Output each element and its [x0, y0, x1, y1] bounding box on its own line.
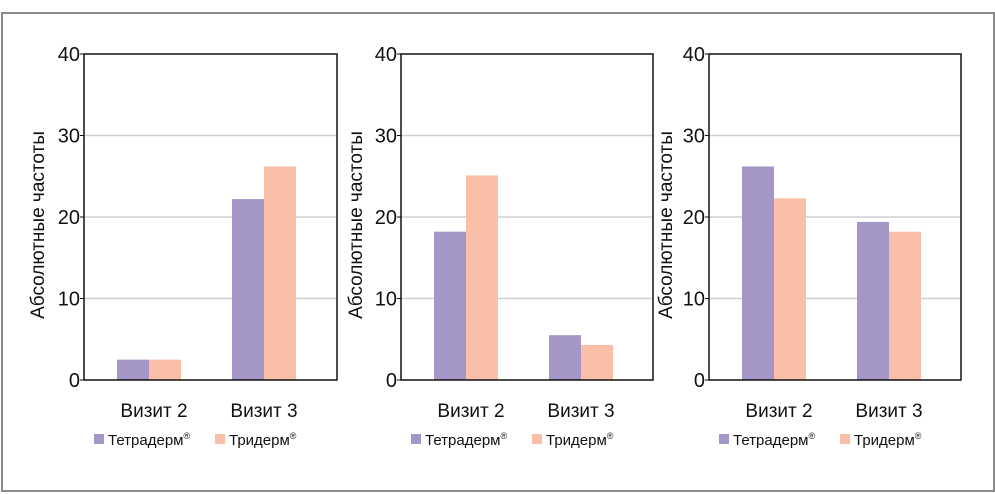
legend-swatch: [532, 434, 542, 444]
legend-label: Тетрадерм®: [733, 431, 815, 449]
legend-label: Тетрадерм®: [108, 431, 190, 449]
bar-tetraderm-1: [434, 231, 466, 380]
bar-chart-1: 0 10 20 30 40 Абсолютные частоты Визит 2 Визит …: [28, 44, 338, 449]
y-tick-label: 20: [683, 207, 705, 229]
legend-item-triderm: Тридерм®: [532, 431, 614, 449]
bar-triderm-2: [581, 344, 613, 380]
y-tick-label: 10: [58, 289, 80, 311]
plot-border: [400, 53, 654, 381]
legend-swatch: [840, 434, 850, 444]
y-tick-label: 0: [386, 370, 397, 392]
legend-swatch: [411, 434, 421, 444]
y-tick-label: 20: [375, 207, 397, 229]
bar-chart-3: 0 10 20 30 40 Абсолютные частоты Визит 2 Визит …: [656, 44, 962, 449]
plot-border: [83, 53, 338, 381]
y-tick-label: 30: [683, 126, 705, 148]
y-axis-label: Абсолютные частоты: [28, 131, 49, 319]
legend-swatch: [719, 434, 729, 444]
bar-tetraderm-2: [549, 335, 581, 380]
y-tick-label: 40: [58, 44, 80, 66]
bar-triderm-1: [466, 175, 498, 380]
legend-label: Тридерм®: [229, 431, 297, 449]
x-category-label: Визит 2: [745, 401, 812, 422]
legend-item-tetraderm: Тетрадерм®: [411, 431, 507, 449]
y-tick-label: 20: [58, 207, 80, 229]
legend-swatch: [94, 434, 104, 444]
x-category-label: Визит 3: [855, 401, 922, 422]
legend-swatch: [215, 434, 225, 444]
bar-tetraderm-2: [857, 221, 889, 380]
y-tick-label: 0: [69, 370, 80, 392]
legend-item-triderm: Тридерм®: [215, 431, 297, 449]
x-category-label: Визит 2: [437, 401, 504, 422]
y-tick-label: 40: [375, 44, 397, 66]
legend-item-tetraderm: Тетрадерм®: [94, 431, 190, 449]
y-tick-label: 10: [375, 289, 397, 311]
legend-item-tetraderm: Тетрадерм®: [719, 431, 815, 449]
bar-triderm-1: [149, 359, 181, 380]
x-category-label: Визит 2: [120, 401, 187, 422]
bar-tetraderm-2: [232, 199, 264, 380]
bar-chart-2: 0 10 20 30 40 Абсолютные частоты Визит 2 Визит …: [346, 44, 654, 449]
y-axis-label: Абсолютные частоты: [656, 131, 677, 319]
legend-label: Тридерм®: [546, 431, 614, 449]
y-tick-label: 0: [694, 370, 705, 392]
x-category-label: Визит 3: [230, 401, 297, 422]
bar-tetraderm-1: [742, 166, 774, 380]
y-axis-label: Абсолютные частоты: [346, 131, 367, 319]
legend-item-triderm: Тридерм®: [840, 431, 922, 449]
bar-tetraderm-1: [117, 359, 149, 380]
x-category-label: Визит 3: [547, 401, 614, 422]
y-tick-label: 40: [683, 44, 705, 66]
bar-triderm-1: [774, 198, 806, 380]
plot-border: [708, 53, 962, 381]
y-tick-label: 30: [58, 126, 80, 148]
y-tick-label: 10: [683, 289, 705, 311]
bar-triderm-2: [889, 231, 921, 380]
y-tick-label: 30: [375, 126, 397, 148]
legend-label: Тридерм®: [854, 431, 922, 449]
bar-triderm-2: [264, 166, 296, 380]
legend-label: Тетрадерм®: [425, 431, 507, 449]
